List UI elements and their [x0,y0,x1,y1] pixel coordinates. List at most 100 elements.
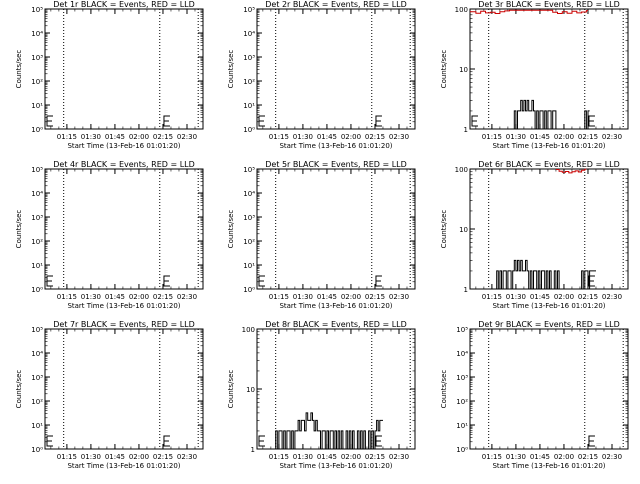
x-tick-label: 02:15 [153,293,173,301]
y-tick-label: 10 [246,386,255,394]
series-line-2 [555,168,587,174]
y-tick-label: 10⁵ [31,166,43,174]
x-tick-label: 02:00 [554,293,574,301]
y-tick-label: 10 [459,66,468,74]
panel-title: Det 9r BLACK = Events, RED = LLD [478,320,620,329]
x-tick-label: 01:30 [293,133,313,141]
plot-frame [44,168,204,290]
y-tick-label: 10⁰ [31,126,43,134]
x-tick-label: 02:30 [602,133,622,141]
panel-det-7: Det 7r BLACK = Events, RED = LLD 10⁰ 10¹ 10… [15,320,204,470]
event-marker-e [375,275,382,287]
x-tick-label: 02:00 [341,133,361,141]
x-tick-label: 02:15 [365,133,385,141]
x-tick-label: 02:30 [177,453,197,461]
event-marker-e [258,115,265,127]
series-line-2 [470,9,588,14]
y-tick-label: 10⁴ [31,30,43,38]
y-axis-label: Counts/sec [227,210,235,249]
panel-det-1: Det 1r BLACK = Events, RED = LLD 10⁰ 10¹ 10… [15,0,204,150]
x-tick-label: 01:45 [105,133,125,141]
x-tick-label: 01:30 [506,293,526,301]
event-marker-e [588,435,595,447]
x-tick-label: 01:15 [269,133,289,141]
y-tick-label: 10⁴ [31,190,43,198]
y-tick-label: 10 [459,226,468,234]
y-tick-label: 10⁴ [31,350,43,358]
x-tick-label: 01:45 [317,453,337,461]
x-tick-label: 02:15 [578,293,598,301]
x-tick-label: 02:15 [365,293,385,301]
x-tick-label: 02:30 [389,133,409,141]
y-tick-label: 10¹ [243,102,255,110]
panel-title: Det 3r BLACK = Events, RED = LLD [478,0,620,9]
y-tick-label: 100 [242,326,255,334]
event-marker-e [588,115,595,127]
panel-title: Det 2r BLACK = Events, RED = LLD [265,0,407,9]
series-line-1 [495,259,596,290]
event-marker-e [46,275,53,287]
x-tick-label: 01:30 [81,453,101,461]
x-tick-label: 01:45 [530,453,550,461]
series-line-1 [512,99,590,130]
panel-det-6: Det 6r BLACK = Events, RED = LLD 1 10 100 Co… [440,160,629,310]
x-tick-label: 01:15 [269,293,289,301]
x-tick-label: 02:15 [153,133,173,141]
y-axis-label: Counts/sec [440,50,448,89]
x-tick-label: 01:45 [105,453,125,461]
x-axis-label: Start Time (13-Feb-16 01:01:20) [67,142,180,150]
x-tick-label: 02:00 [341,453,361,461]
x-tick-label: 01:45 [105,293,125,301]
y-tick-label: 10² [243,78,255,86]
x-axis-label: Start Time (13-Feb-16 01:01:20) [67,302,180,310]
x-tick-label: 01:45 [317,293,337,301]
y-tick-label: 10³ [456,374,468,382]
panel-title: Det 7r BLACK = Events, RED = LLD [53,320,195,329]
x-tick-label: 02:15 [578,133,598,141]
x-axis-label: Start Time (13-Feb-16 01:01:20) [67,462,180,470]
x-axis-label: Start Time (13-Feb-16 01:01:20) [279,462,392,470]
x-axis-label: Start Time (13-Feb-16 01:01:20) [279,302,392,310]
y-tick-label: 10⁵ [243,166,255,174]
x-tick-label: 02:00 [129,133,149,141]
event-marker-e [46,115,53,127]
y-tick-label: 10² [31,238,43,246]
x-tick-label: 01:15 [269,453,289,461]
x-tick-label: 02:30 [602,293,622,301]
panel-title: Det 6r BLACK = Events, RED = LLD [478,160,620,169]
y-axis-label: Counts/sec [440,370,448,409]
y-tick-label: 10³ [243,214,255,222]
x-tick-label: 01:45 [530,293,550,301]
event-marker-e [471,115,478,127]
panel-det-2: Det 2r BLACK = Events, RED = LLD 10⁰ 10¹ 10… [227,0,416,150]
y-tick-label: 1 [464,286,468,294]
y-tick-label: 10⁵ [31,326,43,334]
x-axis-label: Start Time (13-Feb-16 01:01:20) [492,302,605,310]
x-tick-label: 02:30 [389,453,409,461]
y-tick-label: 10² [243,238,255,246]
x-tick-label: 01:30 [81,133,101,141]
x-tick-label: 01:30 [81,293,101,301]
x-tick-label: 02:30 [177,293,197,301]
x-tick-label: 01:30 [506,133,526,141]
y-tick-label: 10⁵ [456,326,468,334]
x-tick-label: 01:15 [57,293,77,301]
y-tick-label: 10³ [31,54,43,62]
x-tick-label: 02:30 [389,293,409,301]
panel-title: Det 1r BLACK = Events, RED = LLD [53,0,195,9]
x-tick-label: 01:45 [530,133,550,141]
y-tick-label: 10⁰ [31,446,43,454]
y-tick-label: 10¹ [31,422,43,430]
panel-title: Det 8r BLACK = Events, RED = LLD [265,320,407,329]
y-tick-label: 10² [31,78,43,86]
series-line-1 [274,412,383,450]
event-marker-e [375,435,382,447]
x-tick-label: 02:00 [129,293,149,301]
y-tick-label: 10¹ [31,262,43,270]
y-axis-label: Counts/sec [15,210,23,249]
y-tick-label: 10¹ [456,422,468,430]
x-tick-label: 01:15 [482,293,502,301]
x-axis-label: Start Time (13-Feb-16 01:01:20) [492,462,605,470]
panel-det-3: Det 3r BLACK = Events, RED = LLD 1 10 100 Co… [440,0,629,150]
